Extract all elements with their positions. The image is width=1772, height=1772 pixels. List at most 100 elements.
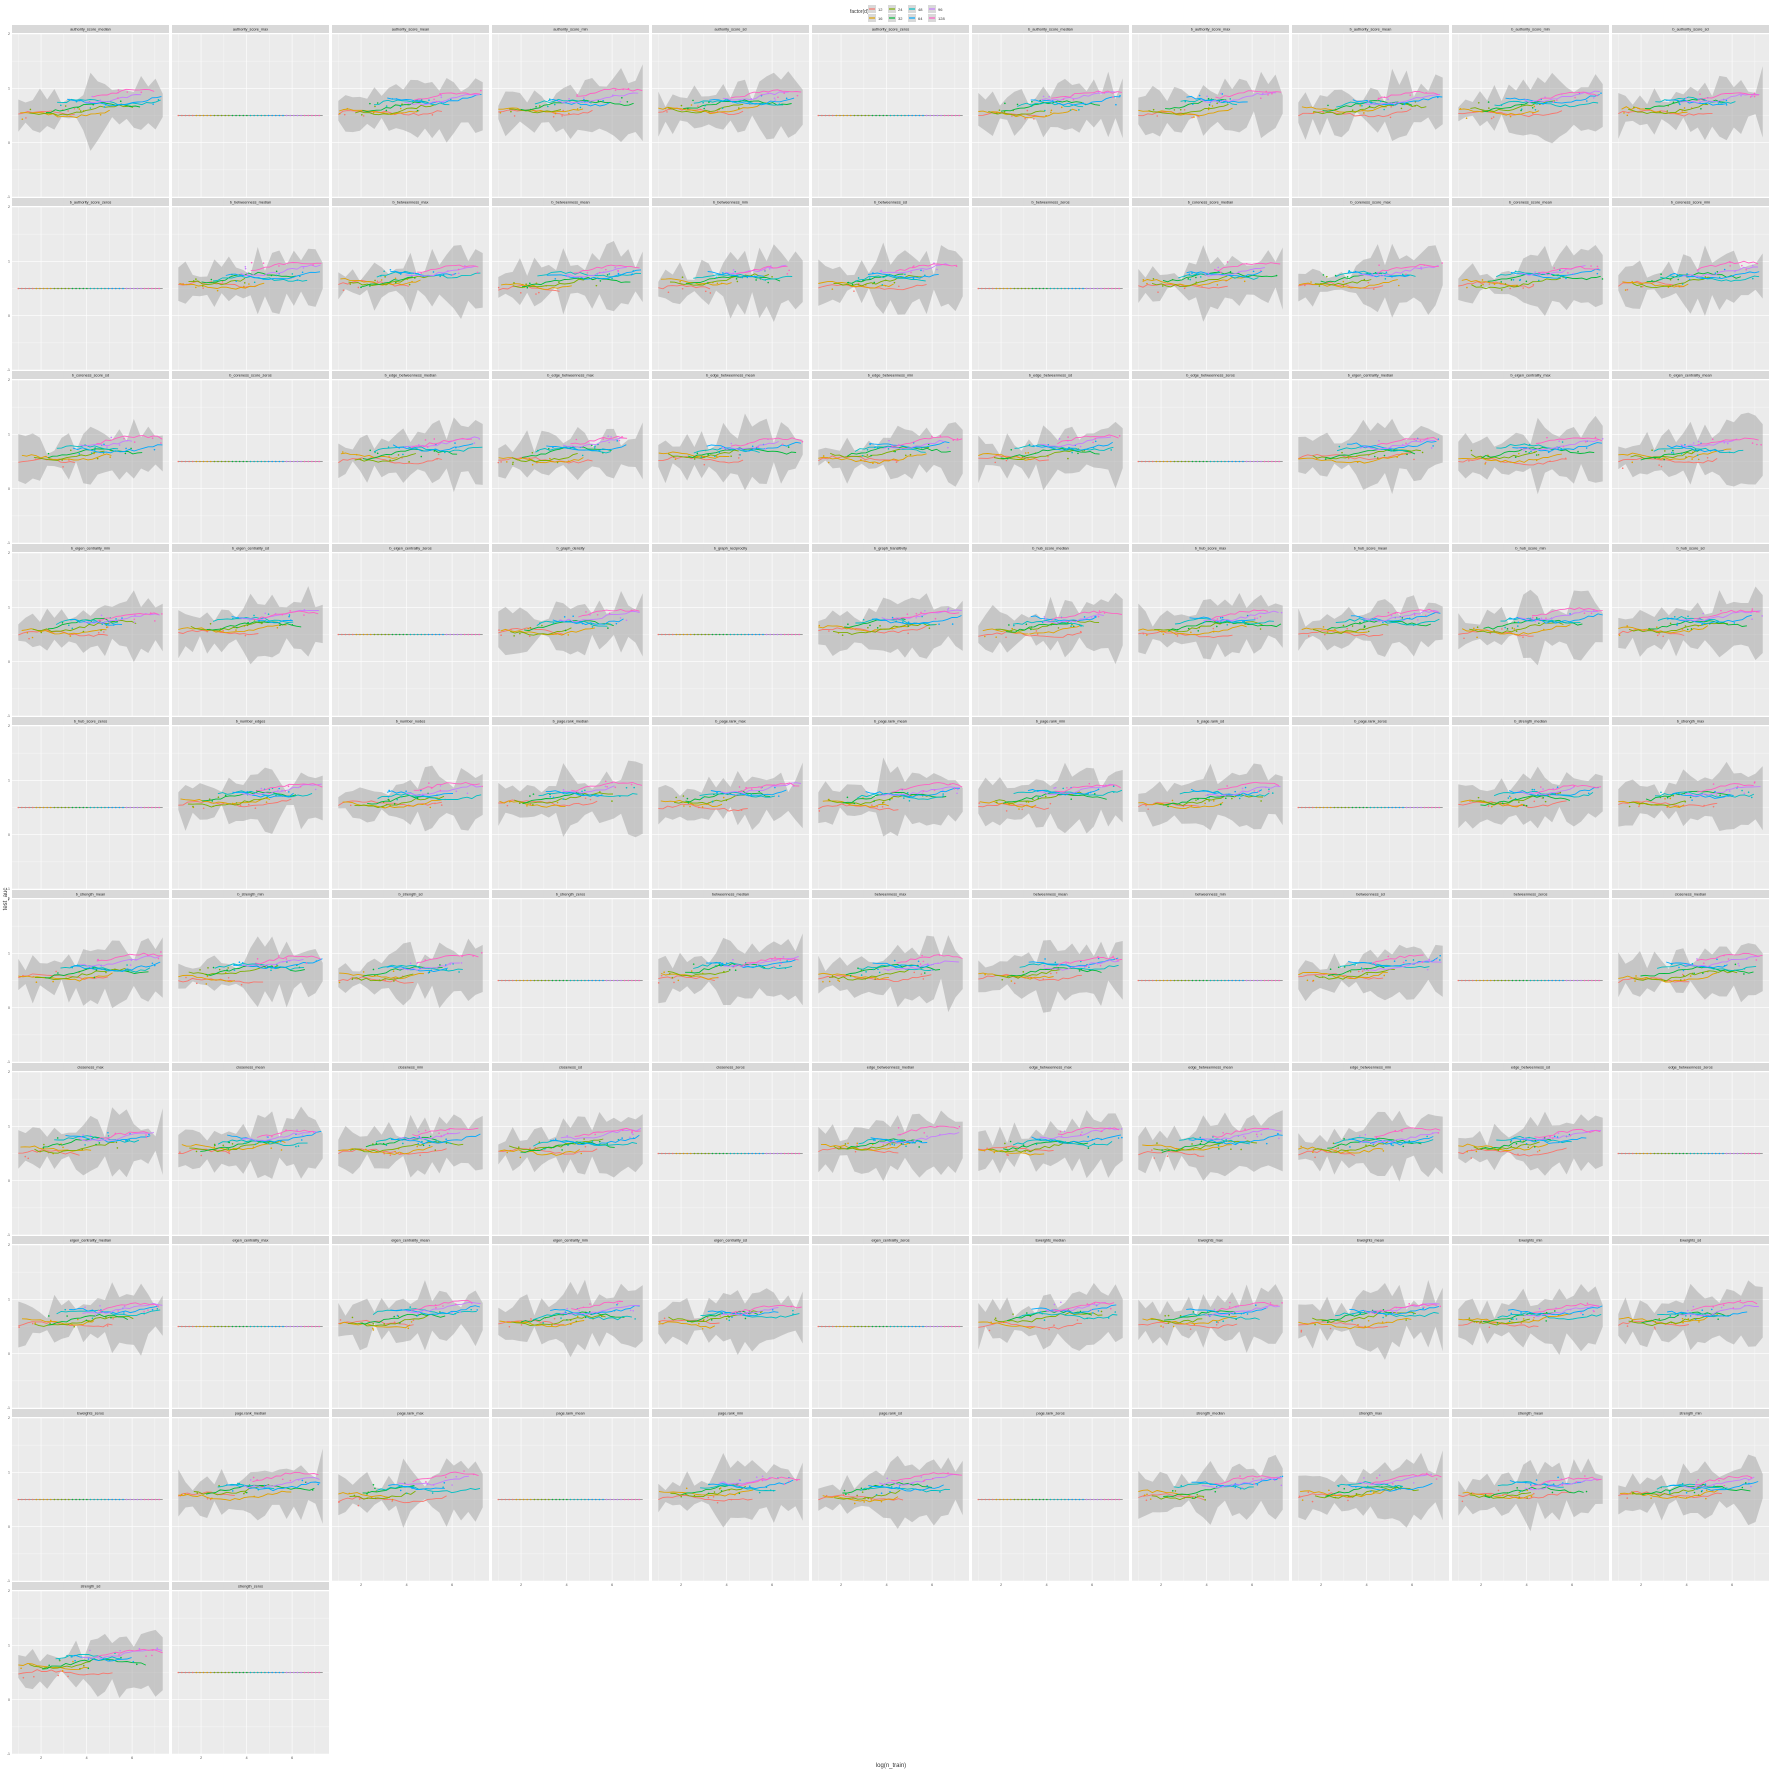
data-point (1493, 283, 1496, 285)
facet-title: betweenness_sd (1356, 893, 1385, 897)
facet-title: b_authority_score_min (1511, 28, 1549, 32)
data-point (1050, 972, 1052, 975)
data-point (402, 1142, 404, 1145)
data-point (129, 964, 132, 966)
series-line (178, 1148, 231, 1155)
data-point (1437, 438, 1440, 440)
facet-strip (1132, 544, 1289, 552)
data-point (1035, 287, 1037, 290)
facet-strip (12, 198, 169, 206)
data-point (1307, 635, 1310, 637)
data-point (1079, 630, 1082, 633)
data-point (1173, 460, 1176, 463)
confidence-band (818, 757, 963, 837)
data-point (587, 979, 590, 982)
data-point (435, 100, 438, 103)
data-point (1059, 1130, 1062, 1133)
data-point (508, 1325, 511, 1328)
data-point (598, 1140, 601, 1143)
data-point (1244, 794, 1246, 796)
data-point (589, 798, 592, 801)
confidence-band (178, 586, 323, 665)
data-point (1382, 621, 1384, 624)
series-line (1462, 624, 1571, 636)
series-line (882, 439, 945, 450)
data-point (606, 1143, 609, 1145)
series-line (854, 275, 926, 282)
series-line (18, 1149, 80, 1156)
series-line (417, 264, 479, 273)
data-point (1633, 106, 1635, 108)
legend-key-24: 24 (888, 5, 903, 13)
legend-label: 96 (938, 7, 943, 12)
confidence-band (338, 765, 483, 832)
data-point (1257, 790, 1260, 793)
facet-strip (1132, 371, 1289, 379)
data-point (857, 282, 860, 285)
data-point (794, 1152, 797, 1155)
series-line (818, 803, 899, 811)
data-point (882, 1325, 885, 1328)
data-point (598, 271, 601, 274)
data-point (1260, 97, 1262, 100)
data-point (866, 448, 869, 451)
facet-strip (1132, 25, 1289, 33)
data-point (441, 101, 444, 103)
data-point (509, 1149, 512, 1152)
data-point (1096, 963, 1099, 965)
data-point (1745, 958, 1748, 960)
data-point (701, 1327, 704, 1330)
data-point (289, 1325, 292, 1328)
data-point (847, 281, 850, 284)
data-point (49, 287, 52, 290)
data-point (1242, 460, 1244, 463)
confidence-band (1298, 944, 1443, 1002)
data-point (1203, 621, 1206, 623)
data-point (301, 271, 304, 274)
facet-panel: edge_betweenness_mean (1132, 1063, 1289, 1236)
data-point (1624, 289, 1627, 291)
data-point (593, 447, 596, 449)
data-point (902, 1143, 904, 1146)
data-point (464, 264, 466, 267)
data-point (1039, 795, 1041, 798)
data-point (621, 1129, 624, 1132)
data-point (1119, 94, 1121, 97)
data-point (1409, 806, 1412, 809)
data-point (1737, 962, 1740, 965)
series-line (1189, 616, 1256, 623)
data-point (1722, 1152, 1724, 1155)
data-point (529, 282, 531, 285)
facet-panel: b_hub_score_min (1452, 544, 1609, 717)
data-point (907, 632, 909, 635)
series-line (20, 1145, 92, 1152)
data-point (599, 791, 601, 793)
data-point (731, 100, 734, 103)
data-point (85, 1319, 88, 1322)
series-line (405, 784, 482, 797)
data-point (416, 633, 419, 636)
data-point (1522, 979, 1525, 982)
data-point (318, 114, 320, 117)
data-point (1112, 955, 1114, 958)
facet-strip (972, 371, 1129, 379)
data-point (434, 633, 437, 636)
data-point (1173, 109, 1176, 111)
data-point (235, 1325, 237, 1328)
data-point (1658, 464, 1660, 466)
data-point (1700, 1152, 1703, 1155)
series-line (1458, 110, 1563, 118)
data-point (1457, 979, 1460, 982)
data-point (122, 287, 124, 290)
data-point (1301, 806, 1303, 809)
series-line (47, 1314, 129, 1326)
data-point (289, 610, 291, 612)
data-point (542, 1322, 544, 1324)
series-line (1458, 453, 1562, 463)
data-point (986, 1147, 988, 1150)
data-point (895, 461, 898, 463)
data-point (68, 624, 70, 627)
data-point (902, 621, 904, 623)
data-point (995, 801, 998, 804)
data-point (687, 802, 690, 804)
